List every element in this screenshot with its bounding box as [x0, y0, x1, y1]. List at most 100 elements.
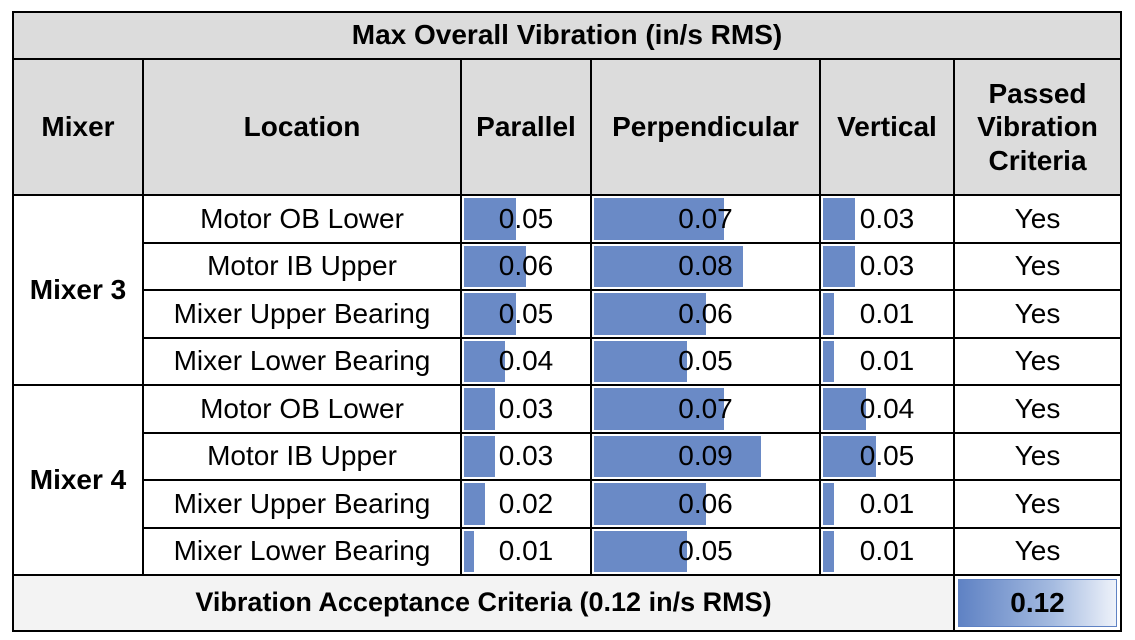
- perpendicular-data-bar: [594, 340, 687, 382]
- vertical-value: 0.03: [859, 202, 915, 234]
- perpendicular-value: 0.09: [678, 440, 733, 472]
- parallel-data-bar: [464, 198, 516, 240]
- perpendicular-cell: 0.07: [590, 194, 821, 244]
- parallel-cell: 0.03: [460, 384, 592, 434]
- parallel-cell: 0.03: [460, 431, 592, 481]
- perpendicular-data-bar: [594, 198, 725, 240]
- parallel-value: 0.03: [498, 392, 554, 424]
- acceptance-criteria-value: 0.12: [1010, 586, 1065, 618]
- vertical-data-bar: [823, 388, 866, 430]
- vertical-cell: 0.03: [819, 241, 955, 291]
- vertical-value: 0.05: [859, 440, 915, 472]
- vertical-data-bar: [823, 293, 834, 335]
- parallel-value: 0.06: [498, 250, 554, 282]
- perpendicular-value: 0.07: [678, 202, 733, 234]
- table-row: Mixer Upper Bearing 0.02 0.06 0.01 Yes: [13, 479, 1122, 529]
- perpendicular-cell: 0.05: [590, 336, 821, 386]
- parallel-data-bar: [464, 483, 485, 525]
- vertical-value: 0.03: [859, 250, 915, 282]
- vertical-data-bar: [823, 198, 855, 240]
- perpendicular-data-bar: [594, 388, 725, 430]
- parallel-value: 0.05: [498, 297, 554, 329]
- parallel-data-bar: [464, 340, 506, 382]
- table-row: Mixer Lower Bearing 0.01 0.05 0.01 Yes: [13, 526, 1122, 576]
- passed-cell: Yes: [953, 479, 1122, 529]
- parallel-value: 0.05: [498, 202, 554, 234]
- perpendicular-data-bar: [594, 483, 706, 525]
- header-perpendicular: Perpendicular: [590, 58, 821, 196]
- location-cell: Motor OB Lower: [142, 384, 462, 434]
- parallel-value: 0.02: [498, 487, 554, 519]
- parallel-cell: 0.05: [460, 194, 592, 244]
- parallel-data-bar: [464, 293, 516, 335]
- vertical-value: 0.01: [859, 297, 915, 329]
- table-row: Mixer 3 Motor OB Lower 0.05 0.07 0.03 Yes: [12, 194, 1122, 386]
- parallel-cell: 0.04: [460, 336, 592, 386]
- passed-cell: Yes: [953, 289, 1122, 339]
- perpendicular-value: 0.08: [678, 250, 733, 282]
- header-location: Location: [142, 58, 462, 196]
- vertical-cell: 0.01: [819, 479, 955, 529]
- mixer-group-label: Mixer 3: [12, 194, 144, 386]
- header-passed-line-3: Criteria: [988, 144, 1087, 176]
- location-cell: Motor IB Upper: [142, 241, 462, 291]
- parallel-value: 0.01: [498, 535, 554, 567]
- passed-cell: Yes: [953, 194, 1122, 244]
- parallel-data-bar: [464, 435, 495, 477]
- perpendicular-value: 0.07: [678, 392, 733, 424]
- table-row: Mixer 4 Motor OB Lower 0.03 0.07 0.04 Yes: [12, 384, 1122, 576]
- passed-cell: Yes: [953, 431, 1122, 481]
- table-row: Motor IB Upper 0.06 0.08 0.03 Yes: [13, 241, 1122, 291]
- passed-cell: Yes: [953, 384, 1122, 434]
- perpendicular-cell: 0.09: [590, 431, 821, 481]
- header-parallel: Parallel: [460, 58, 592, 196]
- location-cell: Mixer Lower Bearing: [142, 526, 462, 576]
- vertical-cell: 0.04: [819, 384, 955, 434]
- perpendicular-value: 0.06: [678, 487, 733, 519]
- vertical-data-bar: [823, 483, 834, 525]
- parallel-value: 0.03: [498, 440, 554, 472]
- perpendicular-value: 0.05: [678, 535, 733, 567]
- vertical-cell: 0.01: [819, 289, 955, 339]
- mixer-group-label: Mixer 4: [12, 384, 144, 576]
- header-passed-line-1: Passed: [988, 78, 1087, 110]
- header-vertical: Vertical: [819, 58, 955, 196]
- perpendicular-data-bar: [594, 245, 743, 287]
- parallel-data-bar: [464, 245, 526, 287]
- acceptance-criteria-gradient-fill: [958, 579, 1117, 627]
- perpendicular-data-bar: [594, 435, 762, 477]
- table-body: Mixer 3 Motor OB Lower 0.05 0.07 0.03 Yes Moto…: [12, 194, 1122, 576]
- table-row: Mixer Lower Bearing 0.04 0.05 0.01 Yes: [13, 336, 1122, 386]
- location-cell: Motor OB Lower: [142, 194, 462, 244]
- parallel-cell: 0.06: [460, 241, 592, 291]
- table-row: Mixer Upper Bearing 0.05 0.06 0.01 Yes: [13, 289, 1122, 339]
- location-cell: Mixer Upper Bearing: [142, 289, 462, 339]
- table-title: Max Overall Vibration (in/s RMS): [12, 11, 1122, 60]
- parallel-value: 0.04: [498, 345, 554, 377]
- vertical-data-bar: [823, 435, 877, 477]
- vertical-value: 0.04: [859, 392, 915, 424]
- vertical-data-bar: [823, 340, 834, 382]
- header-passed-line-2: Vibration: [977, 111, 1098, 143]
- location-cell: Mixer Upper Bearing: [142, 479, 462, 529]
- vertical-cell: 0.05: [819, 431, 955, 481]
- parallel-cell: 0.05: [460, 289, 592, 339]
- vertical-value: 0.01: [859, 345, 915, 377]
- vertical-data-bar: [823, 530, 834, 572]
- passed-cell: Yes: [953, 241, 1122, 291]
- vertical-value: 0.01: [859, 487, 915, 519]
- perpendicular-value: 0.06: [678, 297, 733, 329]
- vertical-data-bar: [823, 245, 855, 287]
- vibration-table: Max Overall Vibration (in/s RMS) Mixer L…: [12, 11, 1122, 632]
- parallel-cell: 0.01: [460, 526, 592, 576]
- perpendicular-cell: 0.05: [590, 526, 821, 576]
- perpendicular-cell: 0.07: [590, 384, 821, 434]
- parallel-data-bar: [464, 530, 475, 572]
- acceptance-criteria-label: Vibration Acceptance Criteria (0.12 in/s…: [12, 574, 955, 632]
- passed-cell: Yes: [953, 336, 1122, 386]
- header-passed-vibration-criteria: Passed Vibration Criteria: [953, 58, 1122, 196]
- location-cell: Mixer Lower Bearing: [142, 336, 462, 386]
- header-mixer: Mixer: [12, 58, 144, 196]
- perpendicular-cell: 0.06: [590, 289, 821, 339]
- vibration-table-wrapper: Max Overall Vibration (in/s RMS) Mixer L…: [12, 11, 1122, 632]
